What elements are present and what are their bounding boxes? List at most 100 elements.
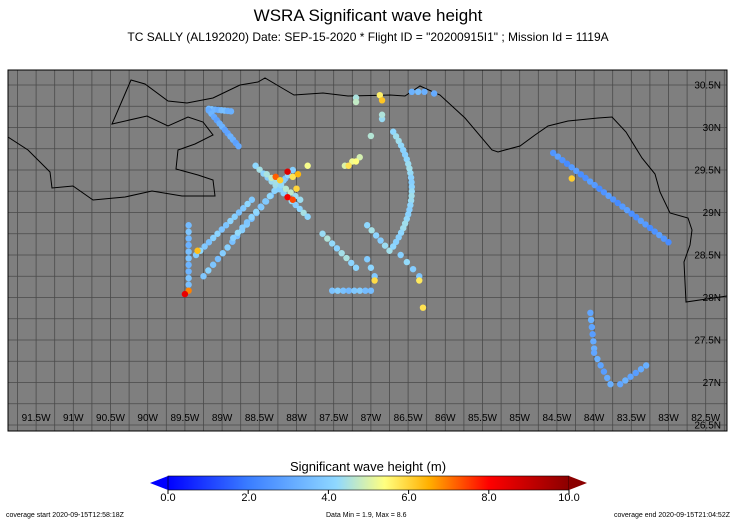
observation-point [194, 247, 201, 254]
observation-point [218, 226, 226, 233]
observation-point [319, 230, 326, 237]
observation-point [324, 235, 331, 242]
coastline [8, 77, 727, 303]
observation-point [419, 304, 427, 311]
observation-point [590, 349, 598, 356]
observation-point [262, 198, 269, 205]
observation-point [284, 194, 291, 201]
observation-point [352, 264, 360, 271]
colorbar-tick-label: 6.0 [401, 492, 417, 504]
colorbar-over-arrow [569, 476, 587, 490]
observation-point [304, 213, 311, 220]
observation-point [607, 381, 614, 388]
observation-point [549, 149, 557, 157]
observation-point [235, 143, 242, 150]
colorbar-label: Significant wave height (m) [289, 459, 447, 474]
observation-point [185, 255, 192, 262]
longitude-label: 90W [137, 413, 158, 424]
observations [181, 88, 672, 388]
observation-point [284, 168, 291, 175]
latitude-label: 30N [703, 123, 721, 134]
longitude-label: 88W [286, 413, 307, 424]
latitude-label: 28N [703, 293, 721, 304]
observation-point [231, 213, 238, 220]
observation-point [289, 196, 296, 203]
observation-point [345, 162, 352, 169]
observation-point [200, 273, 207, 280]
observation-point [292, 201, 299, 209]
observation-point [616, 381, 624, 388]
observation-point [185, 281, 192, 288]
observation-point [586, 178, 594, 185]
observation-point [628, 210, 635, 217]
observation-point [351, 287, 358, 294]
observation-point [296, 205, 303, 213]
observation-point [656, 231, 663, 239]
latitude-label: 27.5N [694, 336, 721, 347]
colorbar-tick-label: 2.0 [241, 492, 257, 504]
observation-point [287, 189, 294, 196]
observation-point [386, 247, 393, 254]
latitude-label: 29N [703, 208, 721, 219]
observation-point [605, 192, 612, 200]
longitude-label: 86.5W [394, 413, 423, 424]
observation-point [243, 219, 251, 226]
observation-point [408, 183, 415, 191]
observation-point [587, 309, 594, 316]
observation-point [276, 177, 284, 184]
longitude-label: 87W [361, 413, 382, 424]
longitude-label: 90.5W [96, 413, 125, 424]
observation-point [239, 224, 246, 231]
colorbar-ticks [167, 490, 570, 494]
observation-point [588, 323, 596, 331]
observation-point [205, 239, 213, 246]
observation-point [590, 338, 597, 345]
observation-point [421, 88, 428, 96]
observation-point [563, 160, 571, 167]
observation-point [256, 166, 263, 173]
observation-point [589, 331, 596, 338]
observation-point [637, 217, 645, 225]
observation-point [600, 189, 608, 196]
observation-point [378, 111, 386, 118]
observation-point [397, 251, 404, 259]
observation-point [367, 287, 375, 294]
observation-point [623, 206, 631, 214]
observation-point [334, 287, 341, 294]
observation-point [338, 249, 345, 257]
longitude-label: 83W [658, 413, 679, 424]
observation-point [257, 203, 264, 210]
data-range: Data Min = 1.9, Max = 8.6 [326, 512, 407, 519]
observation-point [329, 287, 336, 294]
observation-point [409, 265, 417, 273]
observation-point [430, 90, 438, 97]
observation-point [378, 97, 386, 104]
observation-point [340, 287, 347, 294]
observation-point [185, 268, 192, 275]
observation-point [234, 229, 242, 236]
observation-point [205, 267, 212, 274]
observation-point [577, 171, 585, 178]
observation-point [227, 217, 234, 225]
observation-point [185, 261, 192, 269]
observation-point [263, 171, 270, 178]
longitude-label: 91.5W [22, 413, 51, 424]
observation-point [185, 248, 192, 255]
observation-point [660, 235, 668, 242]
observation-point [289, 173, 296, 180]
observation-point [392, 238, 400, 246]
observation-point [377, 237, 384, 244]
observation-point [587, 316, 595, 324]
observation-point [559, 156, 566, 164]
observation-point [367, 264, 375, 271]
map-frame [7, 69, 728, 432]
observation-point [214, 255, 222, 263]
observation-point [252, 162, 259, 169]
longitude-label: 85W [509, 413, 530, 424]
observation-point [600, 368, 608, 375]
observation-point [573, 167, 580, 175]
observation-point [289, 166, 296, 174]
observation-point [222, 222, 230, 229]
observation-point [240, 205, 247, 212]
